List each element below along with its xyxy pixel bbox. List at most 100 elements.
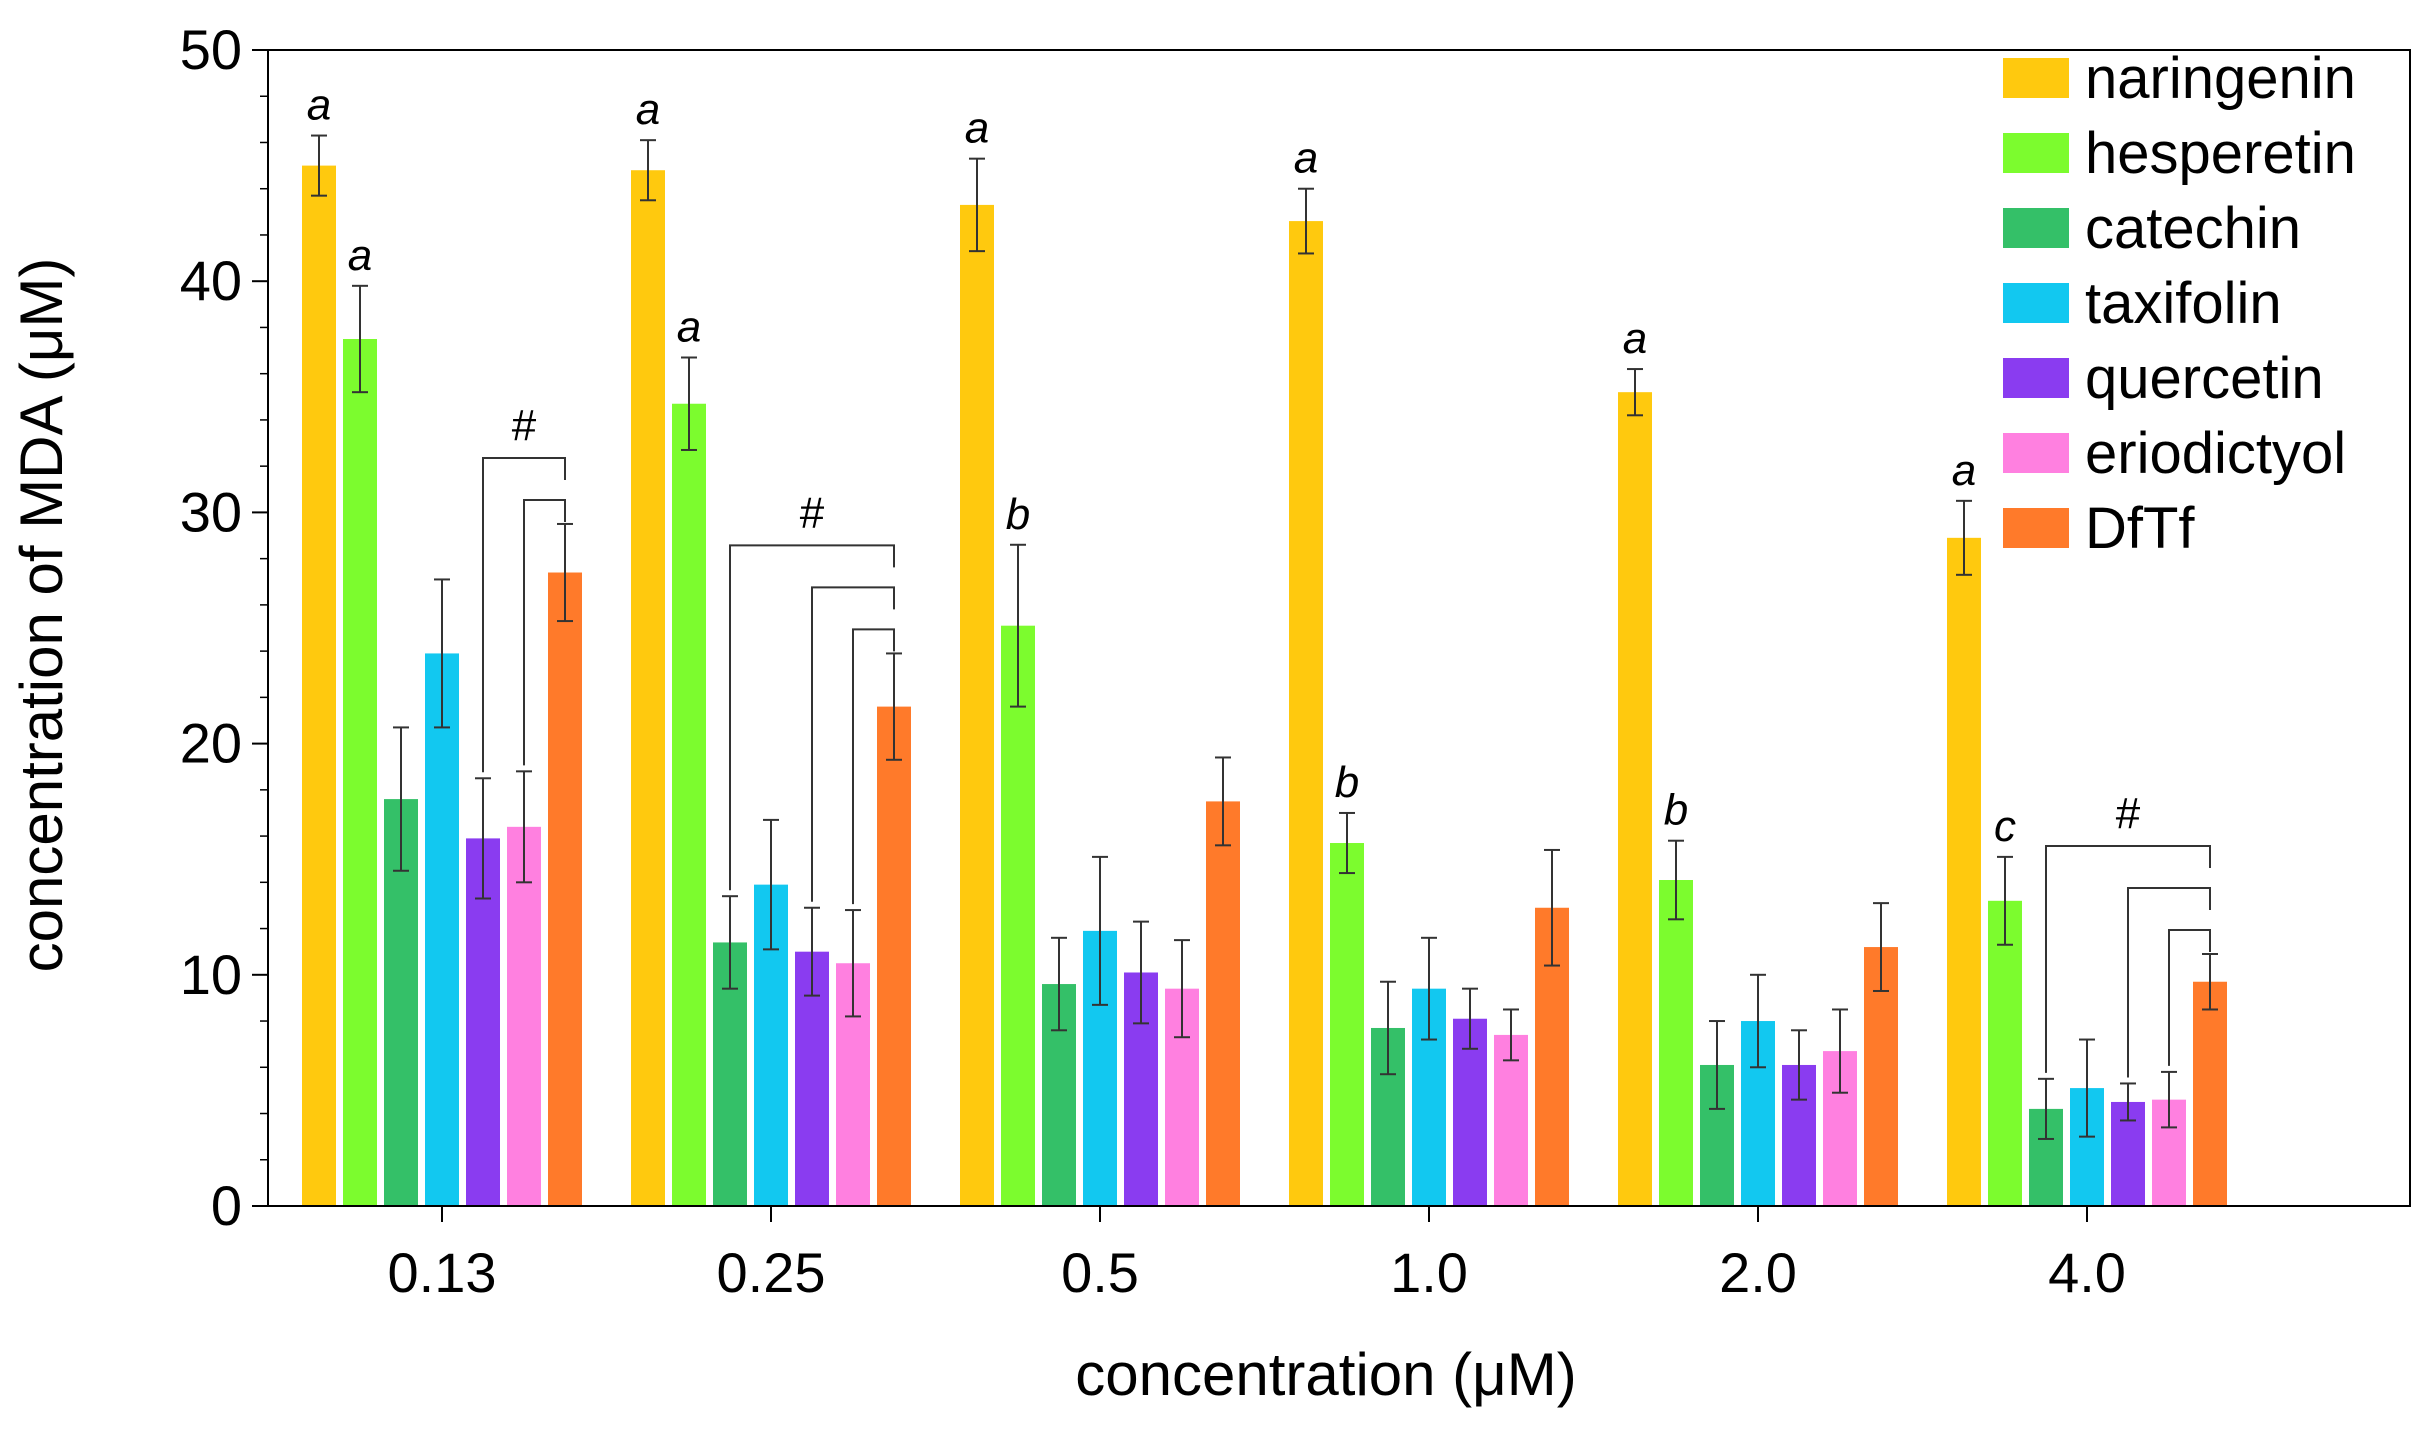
bar-quercetin bbox=[1453, 1018, 1487, 1206]
bar-hesperetin bbox=[1988, 900, 2022, 1206]
error-bar bbox=[2202, 952, 2218, 1011]
error-bar bbox=[1503, 1008, 1519, 1062]
legend-entry: eriodictyol bbox=[2003, 421, 2346, 486]
error-bar bbox=[969, 157, 985, 253]
y-tick-label: 20 bbox=[180, 712, 242, 775]
legend-label: quercetin bbox=[2085, 346, 2324, 411]
legend-swatch bbox=[2003, 208, 2069, 248]
significance-letter: a bbox=[307, 81, 331, 130]
legend-swatch bbox=[2003, 433, 2069, 473]
error-bar bbox=[2038, 1077, 2054, 1140]
error-bar bbox=[1215, 756, 1231, 847]
error-bar bbox=[557, 522, 573, 623]
x-tick-label: 0.25 bbox=[717, 1241, 826, 1304]
legend-entry: catechin bbox=[2003, 196, 2301, 261]
significance-letter: a bbox=[965, 104, 989, 153]
legend-swatch bbox=[2003, 358, 2069, 398]
bracket-line bbox=[811, 586, 895, 902]
error-bar bbox=[1709, 1020, 1725, 1110]
x-axis-title: concentration (μM) bbox=[1075, 1341, 1576, 1408]
significance-letter: b bbox=[1335, 758, 1359, 807]
error-bar bbox=[1544, 848, 1560, 967]
error-bar bbox=[1380, 980, 1396, 1076]
significance-letter: a bbox=[677, 302, 701, 351]
bar-eriodictyol bbox=[1494, 1034, 1528, 1206]
legend-label: catechin bbox=[2085, 196, 2301, 261]
bar-naringenin bbox=[1618, 392, 1652, 1206]
legend-entry: hesperetin bbox=[2003, 121, 2356, 186]
bracket-line bbox=[2045, 844, 2211, 1073]
error-bar bbox=[1627, 368, 1643, 417]
error-bar bbox=[640, 139, 656, 202]
error-bars-layer bbox=[311, 134, 2218, 1140]
error-bar bbox=[1010, 543, 1026, 708]
error-bar bbox=[1298, 187, 1314, 255]
bar-quercetin bbox=[466, 838, 500, 1206]
error-bar bbox=[1092, 855, 1108, 1006]
legend-label: taxifolin bbox=[2085, 271, 2282, 336]
error-bar bbox=[352, 284, 368, 394]
bar-hesperetin bbox=[1001, 625, 1035, 1206]
significance-letter: a bbox=[1623, 314, 1647, 363]
legend-swatch bbox=[2003, 508, 2069, 548]
error-bar bbox=[1174, 939, 1190, 1039]
x-tick-label: 4.0 bbox=[2048, 1241, 2126, 1304]
legend-entry: naringenin bbox=[2003, 46, 2356, 111]
significance-letter: a bbox=[348, 231, 372, 280]
bar-naringenin bbox=[1947, 537, 1981, 1206]
bar-hesperetin bbox=[343, 339, 377, 1206]
legend-swatch bbox=[2003, 283, 2069, 323]
legend-entry: quercetin bbox=[2003, 346, 2324, 411]
x-tick-label: 0.13 bbox=[388, 1241, 497, 1304]
significance-hash: # bbox=[512, 401, 537, 450]
bracket-line bbox=[482, 456, 566, 773]
legend-entry: DfTf bbox=[2003, 496, 2195, 561]
error-bar bbox=[1956, 499, 1972, 576]
error-bar bbox=[1997, 855, 2013, 946]
error-bar bbox=[2161, 1070, 2177, 1129]
error-bar bbox=[763, 818, 779, 951]
error-bar bbox=[475, 777, 491, 900]
bracket-line bbox=[729, 544, 895, 891]
error-bar bbox=[1668, 839, 1684, 921]
legend-label: DfTf bbox=[2085, 496, 2195, 561]
annotations-layer: a a a a a b a b a b a c # # # bbox=[307, 81, 2211, 1078]
significance-hash: # bbox=[2116, 789, 2141, 838]
y-tick-label: 0 bbox=[211, 1174, 242, 1237]
y-tick-label: 10 bbox=[180, 943, 242, 1006]
significance-letter: a bbox=[1952, 446, 1976, 495]
error-bar bbox=[804, 906, 820, 997]
x-tick-label: 1.0 bbox=[1390, 1241, 1468, 1304]
error-bar bbox=[2079, 1038, 2095, 1138]
bar-hesperetin bbox=[1330, 843, 1364, 1206]
legend-label: eriodictyol bbox=[2085, 421, 2346, 486]
error-bar bbox=[1832, 1008, 1848, 1094]
bar-naringenin bbox=[302, 165, 336, 1207]
bar-naringenin bbox=[1289, 221, 1323, 1206]
error-bar bbox=[845, 909, 861, 1018]
bar-naringenin bbox=[960, 204, 994, 1207]
error-bar bbox=[1051, 936, 1067, 1032]
x-tick-label: 0.5 bbox=[1061, 1241, 1139, 1304]
bar-DfTf bbox=[548, 572, 582, 1206]
error-bar bbox=[2120, 1082, 2136, 1122]
error-bar bbox=[886, 652, 902, 761]
legend-swatch bbox=[2003, 133, 2069, 173]
error-bar bbox=[681, 356, 697, 451]
bar-naringenin bbox=[631, 170, 665, 1206]
bar-DfTf bbox=[2193, 981, 2227, 1206]
plot-frame bbox=[267, 49, 2411, 1207]
comparison-bracket: # bbox=[2045, 789, 2211, 1078]
bracket-line bbox=[523, 498, 566, 766]
error-bar bbox=[434, 578, 450, 729]
x-tick-label: 2.0 bbox=[1719, 1241, 1797, 1304]
bracket-line bbox=[852, 628, 895, 905]
comparison-bracket: # bbox=[482, 401, 566, 773]
significance-hash: # bbox=[800, 488, 825, 537]
error-bar bbox=[516, 770, 532, 884]
bracket-line bbox=[2168, 928, 2211, 1066]
error-bar bbox=[1462, 987, 1478, 1050]
legend-entry: taxifolin bbox=[2003, 271, 2282, 336]
bar-taxifolin bbox=[425, 653, 459, 1206]
